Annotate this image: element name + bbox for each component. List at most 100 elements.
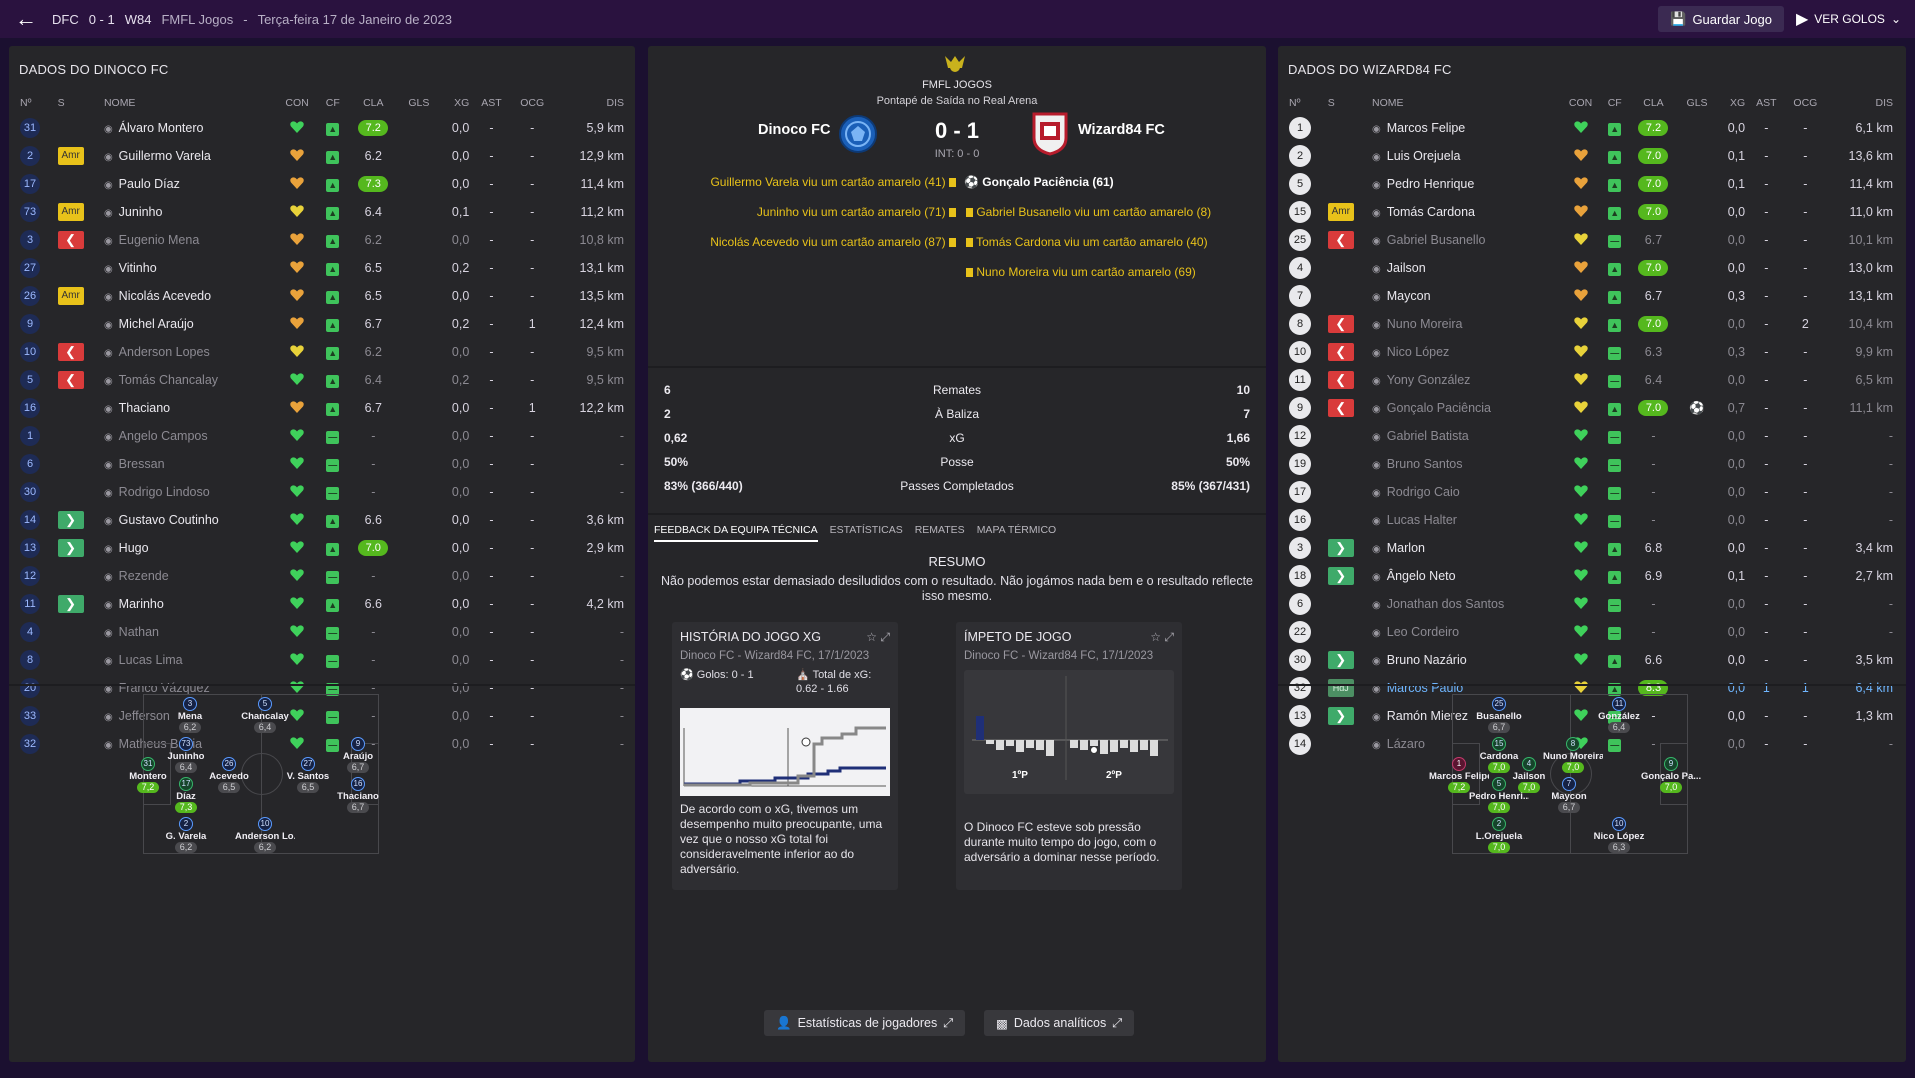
cell-name[interactable]: ◉ Ângelo Neto	[1369, 562, 1560, 590]
formation-player[interactable]: 15 Cardona 7,0	[1469, 737, 1529, 773]
view-goals-button[interactable]: ▶ VER GOLOS ⌄	[1796, 9, 1901, 29]
table-row[interactable]: 10 ❮ ◉ Anderson Lopes ▲ 6.2 0,0 - - 9,5 km	[17, 338, 627, 366]
cell-name[interactable]: ◉ Lucas Lima	[101, 646, 276, 674]
cell-name[interactable]: ◉ Rodrigo Caio	[1369, 478, 1560, 506]
column-header-xg[interactable]: XG	[454, 97, 470, 109]
player-name[interactable]: Nathan	[118, 625, 159, 639]
formation-player[interactable]: 5 Pedro Henri... 7,0	[1469, 777, 1529, 813]
formation-player[interactable]: 16 Thaciano 6,7	[328, 777, 388, 813]
formation-player[interactable]: 8 Nuno Moreira 7,0	[1543, 737, 1603, 773]
player-name[interactable]: Nuno Moreira	[1386, 317, 1463, 331]
cell-name[interactable]: ◉ Gabriel Batista	[1369, 422, 1560, 450]
column-header-dis[interactable]: DIS	[1875, 97, 1893, 109]
star-icon[interactable]: ☆	[866, 630, 878, 644]
player-name[interactable]: Maycon	[1386, 289, 1431, 303]
formation-player[interactable]: 25 Busanello 6,7	[1469, 697, 1529, 733]
cell-name[interactable]: ◉ Leo Cordeiro	[1369, 618, 1560, 646]
column-header-ocg[interactable]: OCG	[1793, 97, 1818, 109]
column-header-con[interactable]: CON	[1568, 97, 1593, 109]
cell-name[interactable]: ◉ Luis Orejuela	[1369, 142, 1560, 170]
cell-name[interactable]: ◉ Tomás Chancalay	[101, 366, 276, 394]
cell-name[interactable]: ◉ Bressan	[101, 450, 276, 478]
tab-feedback[interactable]: FEEDBACK DA EQUIPA TÉCNICA	[654, 524, 818, 542]
cell-name[interactable]: ◉ Jefferson	[101, 702, 276, 730]
table-row[interactable]: 30 ❯ ◉ Bruno Nazário ▲ 6.6 0,0 - - 3,5 km	[1286, 646, 1896, 674]
expand-icon[interactable]: ⤢	[1164, 630, 1174, 644]
table-row[interactable]: 15 Amr ◉ Tomás Cardona ▲ 7.0 0,0 - - 11,0 km	[1286, 198, 1896, 226]
table-row[interactable]: 19 ◉ Bruno Santos — - 0,0 - - -	[1286, 450, 1896, 478]
formation-player[interactable]: 4 Jailson 7,0	[1499, 757, 1559, 793]
player-name[interactable]: Ramón Mierez	[1386, 709, 1469, 723]
player-name[interactable]: Tomás Chancalay	[118, 373, 219, 387]
column-header-ast[interactable]: AST	[481, 97, 502, 109]
table-row[interactable]: 12 ◉ Rezende — - 0,0 - - -	[17, 562, 627, 590]
cell-name[interactable]: ◉ Tomás Cardona	[1369, 198, 1560, 226]
table-row[interactable]: 27 ◉ Vitinho ▲ 6.5 0,2 - - 13,1 km	[17, 254, 627, 282]
table-row[interactable]: 4 ◉ Jailson ▲ 7.0 0,0 - - 13,0 km	[1286, 254, 1896, 282]
table-row[interactable]: 16 ◉ Lucas Halter — - 0,0 - - -	[1286, 506, 1896, 534]
cell-name[interactable]: ◉ Michel Araújo	[101, 310, 276, 338]
player-name[interactable]: Marlon	[1386, 541, 1425, 555]
player-name[interactable]: Yony González	[1386, 373, 1471, 387]
table-row[interactable]: 2 ◉ Luis Orejuela ▲ 7.0 0,1 - - 13,6 km	[1286, 142, 1896, 170]
table-row[interactable]: 17 ◉ Rodrigo Caio — - 0,0 - - -	[1286, 478, 1896, 506]
cell-name[interactable]: ◉ Rezende	[101, 562, 276, 590]
column-header-cla[interactable]: CLA	[363, 97, 384, 109]
cell-name[interactable]: ◉ Hugo	[101, 534, 276, 562]
table-row[interactable]: 1 ◉ Marcos Felipe ▲ 7.2 0,0 - - 6,1 km	[1286, 114, 1896, 142]
save-game-button[interactable]: 💾 Guardar Jogo	[1658, 6, 1784, 32]
table-row[interactable]: 8 ❮ ◉ Nuno Moreira ▲ 7.0 0,0 - 2 10,4 km	[1286, 310, 1896, 338]
formation-player[interactable]: 9 Gonçalo Pa... 7,0	[1641, 757, 1701, 793]
player-name[interactable]: Thaciano	[118, 401, 171, 415]
player-name[interactable]: Jefferson	[118, 709, 170, 723]
cell-name[interactable]: ◉ Jailson	[1369, 254, 1560, 282]
column-header-cf[interactable]: CF	[325, 97, 340, 109]
analytics-button[interactable]: ▩ Dados analíticos ⤢	[984, 1010, 1135, 1036]
cell-name[interactable]: ◉ Anderson Lopes	[101, 338, 276, 366]
cell-name[interactable]: ◉ Guillermo Varela	[101, 142, 276, 170]
cell-name[interactable]: ◉ Nuno Moreira	[1369, 310, 1560, 338]
cell-name[interactable]: ◉ Paulo Díaz	[101, 170, 276, 198]
player-name[interactable]: Álvaro Montero	[118, 121, 204, 135]
player-name[interactable]: Angelo Campos	[118, 429, 208, 443]
player-name[interactable]: Gustavo Coutinho	[118, 513, 219, 527]
player-name[interactable]: Juninho	[118, 205, 163, 219]
formation-player[interactable]: 17 Díaz 7,3	[156, 777, 216, 813]
player-name[interactable]: Jonathan dos Santos	[1386, 597, 1505, 611]
player-name[interactable]: Rodrigo Caio	[1386, 485, 1460, 499]
table-row[interactable]: 13 ❯ ◉ Hugo ▲ 7.0 0,0 - - 2,9 km	[17, 534, 627, 562]
table-row[interactable]: 17 ◉ Paulo Díaz ▲ 7.3 0,0 - - 11,4 km	[17, 170, 627, 198]
column-header-cla[interactable]: CLA	[1643, 97, 1664, 109]
away-team-name[interactable]: Wizard84 FC	[1078, 122, 1165, 138]
momentum-card[interactable]: ÍMPETO DE JOGO ☆ ⤢ Dinoco FC - Wizard84 …	[956, 622, 1182, 890]
column-header-nº[interactable]: Nº	[1289, 97, 1301, 109]
column-header-nome[interactable]: NOME	[103, 97, 136, 109]
cell-name[interactable]: ◉ Jonathan dos Santos	[1369, 590, 1560, 618]
player-name[interactable]: Bruno Santos	[1386, 457, 1463, 471]
table-row[interactable]: 7 ◉ Maycon ▲ 6.7 0,3 - - 13,1 km	[1286, 282, 1896, 310]
xg-story-card[interactable]: HISTÓRIA DO JOGO XG ☆ ⤢ Dinoco FC - Wiza…	[672, 622, 898, 890]
column-header-gls[interactable]: GLS	[1686, 97, 1708, 109]
player-name[interactable]: Nico López	[1386, 345, 1450, 359]
table-row[interactable]: 9 ❮ ◉ Gonçalo Paciência ▲ 7.0 ⚽ 0,7 - - 11,1 km	[1286, 394, 1896, 422]
player-name[interactable]: Gonçalo Paciência	[1386, 401, 1491, 415]
cell-name[interactable]: ◉ Ramón Mierez	[1369, 702, 1560, 730]
player-name[interactable]: Ângelo Neto	[1386, 569, 1456, 583]
table-row[interactable]: 3 ❮ ◉ Eugenio Mena ▲ 6.2 0,0 - - 10,8 km	[17, 226, 627, 254]
column-header-con[interactable]: CON	[285, 97, 309, 109]
column-header-xg[interactable]: XG	[1729, 97, 1746, 109]
column-header-ocg[interactable]: OCG	[520, 97, 545, 109]
tab-heatmap[interactable]: MAPA TÉRMICO	[976, 524, 1057, 536]
player-name[interactable]: Lucas Halter	[1386, 513, 1457, 527]
column-header-nº[interactable]: Nº	[20, 97, 32, 109]
player-stats-button[interactable]: 👤 Estatísticas de jogadores ⤢	[764, 1010, 966, 1036]
table-row[interactable]: 25 ❮ ◉ Gabriel Busanello — 6.7 0,0 - - 10,1 km	[1286, 226, 1896, 254]
formation-player[interactable]: 9 Araújo 6,7	[328, 737, 388, 773]
cell-name[interactable]: ◉ Marinho	[101, 590, 276, 618]
cell-name[interactable]: ◉ Lucas Halter	[1369, 506, 1560, 534]
cell-name[interactable]: ◉ Marcos Felipe	[1369, 114, 1560, 142]
cell-name[interactable]: ◉ Gustavo Coutinho	[101, 506, 276, 534]
cell-name[interactable]: ◉ Gabriel Busanello	[1369, 226, 1560, 254]
formation-player[interactable]: 2 G. Varela 6,2	[156, 817, 216, 853]
table-row[interactable]: 14 ❯ ◉ Gustavo Coutinho ▲ 6.6 0,0 - - 3,6 km	[17, 506, 627, 534]
